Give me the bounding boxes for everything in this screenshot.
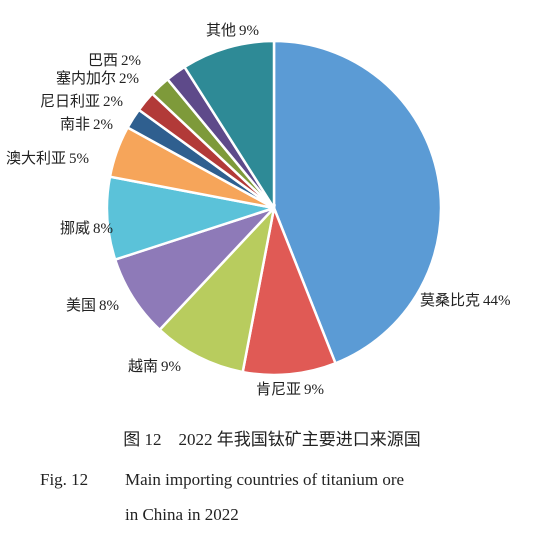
slice-label: 肯尼亚 9% bbox=[256, 381, 324, 398]
slice-value: 2% bbox=[93, 117, 113, 133]
pie-slice bbox=[157, 204, 277, 374]
slice-label: 莫桑比克 44% bbox=[420, 292, 511, 309]
slice-label: 美国 8% bbox=[66, 297, 119, 314]
slice-label: 挪威 8% bbox=[60, 220, 113, 237]
pie-slice bbox=[241, 203, 338, 377]
slice-value: 8% bbox=[99, 298, 119, 314]
slice-label: 南非 2% bbox=[60, 116, 113, 133]
slice-value: 44% bbox=[483, 293, 511, 309]
slice-label: 巴西 2% bbox=[88, 53, 141, 69]
slice-name: 肯尼亚 bbox=[256, 381, 301, 398]
pie-slice bbox=[272, 39, 443, 365]
slice-value: 2% bbox=[121, 53, 141, 69]
slice-label: 尼日利亚 2% bbox=[40, 93, 123, 110]
caption-en: in China in 2022 bbox=[125, 505, 239, 524]
slice-label: 其他 9% bbox=[206, 22, 259, 39]
slice-name: 澳大利亚 bbox=[6, 150, 66, 167]
slice-value: 9% bbox=[304, 382, 324, 398]
pie-slice bbox=[182, 39, 276, 213]
slice-value: 2% bbox=[119, 71, 139, 87]
slice-label: 澳大利亚 5% bbox=[6, 150, 89, 167]
slice-name: 莫桑比克 bbox=[420, 292, 480, 309]
slice-name: 塞内加尔 bbox=[56, 69, 116, 87]
slice-value: 8% bbox=[93, 221, 113, 237]
caption-en: Main importing countries of titanium ore bbox=[125, 470, 404, 489]
slice-value: 2% bbox=[103, 94, 123, 110]
slice-label: 越南 9% bbox=[128, 358, 181, 375]
slice-value: 5% bbox=[69, 151, 89, 167]
slice-value: 9% bbox=[239, 23, 259, 39]
slice-label: 塞内加尔 2% bbox=[56, 69, 139, 87]
slice-name: 巴西 bbox=[88, 53, 118, 69]
caption-en-number: Fig. 12 bbox=[40, 470, 88, 489]
slice-name: 其他 bbox=[206, 22, 236, 39]
slice-name: 尼日利亚 bbox=[40, 93, 100, 110]
slice-name: 南非 bbox=[60, 116, 90, 133]
caption: 图 12 2022 年我国钛矿主要进口来源国 bbox=[123, 430, 421, 449]
slice-name: 美国 bbox=[66, 297, 96, 314]
slice-name: 挪威 bbox=[60, 220, 90, 237]
slice-value: 9% bbox=[161, 359, 181, 375]
slice-name: 越南 bbox=[128, 358, 158, 375]
